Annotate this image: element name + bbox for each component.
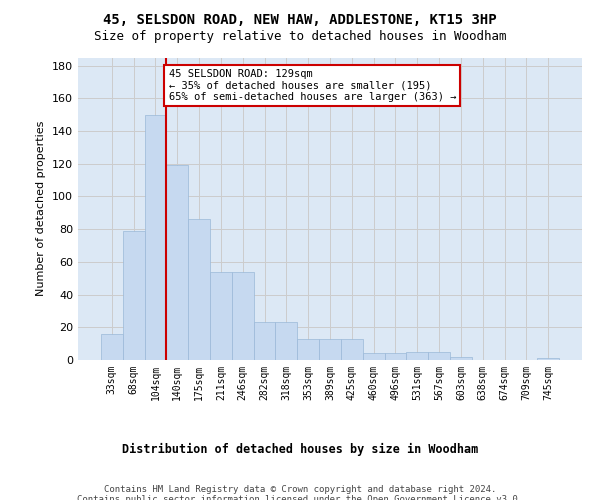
Bar xyxy=(166,166,188,360)
Bar xyxy=(385,354,406,360)
Text: Contains HM Land Registry data © Crown copyright and database right 2024.
Contai: Contains HM Land Registry data © Crown c… xyxy=(77,485,523,500)
Text: 45, SELSDON ROAD, NEW HAW, ADDLESTONE, KT15 3HP: 45, SELSDON ROAD, NEW HAW, ADDLESTONE, K… xyxy=(103,12,497,26)
Bar xyxy=(450,356,472,360)
Bar xyxy=(363,354,385,360)
Bar xyxy=(210,272,232,360)
Text: Distribution of detached houses by size in Woodham: Distribution of detached houses by size … xyxy=(122,442,478,456)
Y-axis label: Number of detached properties: Number of detached properties xyxy=(37,121,46,296)
Bar xyxy=(406,352,428,360)
Bar xyxy=(188,220,210,360)
Bar xyxy=(232,272,254,360)
Text: Size of property relative to detached houses in Woodham: Size of property relative to detached ho… xyxy=(94,30,506,43)
Text: 45 SELSDON ROAD: 129sqm
← 35% of detached houses are smaller (195)
65% of semi-d: 45 SELSDON ROAD: 129sqm ← 35% of detache… xyxy=(169,69,456,102)
Bar xyxy=(341,338,363,360)
Bar xyxy=(275,322,297,360)
Bar xyxy=(254,322,275,360)
Bar xyxy=(319,338,341,360)
Bar xyxy=(537,358,559,360)
Bar xyxy=(145,114,166,360)
Bar xyxy=(123,231,145,360)
Bar xyxy=(428,352,450,360)
Bar xyxy=(297,338,319,360)
Bar xyxy=(101,334,123,360)
